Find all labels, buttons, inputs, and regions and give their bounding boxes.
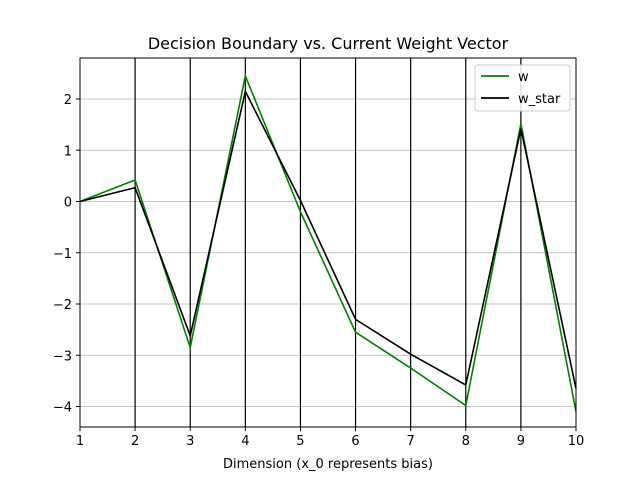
y-tick-label: 2: [64, 93, 72, 108]
x-tick-label: 9: [517, 434, 525, 449]
x-tick-label: 8: [462, 434, 470, 449]
x-tick-label: 3: [186, 434, 194, 449]
x-tick-label: 7: [407, 434, 415, 449]
x-axis-label: Dimension (x_0 represents bias): [223, 457, 433, 472]
x-tick-label: 4: [241, 434, 249, 449]
x-tick-label: 10: [568, 434, 585, 449]
y-tick-label: −2: [53, 298, 72, 313]
x-tick-label: 2: [131, 434, 139, 449]
x-axis-ticks: 1 2 3 4 5 6 7 8 9 10: [76, 427, 584, 449]
y-axis-ticks: 2 1 0 −1 −2 −3 −4: [53, 93, 80, 416]
y-tick-label: −3: [53, 349, 72, 364]
grid: [80, 98, 576, 407]
legend-label: w: [518, 70, 529, 85]
x-tick-label: 6: [351, 434, 359, 449]
series-lines: [79, 73, 577, 412]
vertical-lines: [134, 58, 522, 427]
y-tick-label: −4: [53, 401, 72, 416]
x-tick-label: 1: [76, 434, 84, 449]
plot-area-frame: [79, 57, 577, 428]
chart-title: Decision Boundary vs. Current Weight Vec…: [148, 34, 509, 53]
series-line-w: [79, 73, 577, 412]
y-tick-label: −1: [53, 247, 72, 262]
legend: w w_star: [474, 64, 571, 112]
y-tick-label: 1: [64, 144, 72, 159]
x-tick-label: 5: [296, 434, 304, 449]
legend-label: w_star: [518, 92, 561, 107]
y-tick-label: 0: [64, 196, 72, 211]
series-line-w_star: [79, 88, 577, 389]
